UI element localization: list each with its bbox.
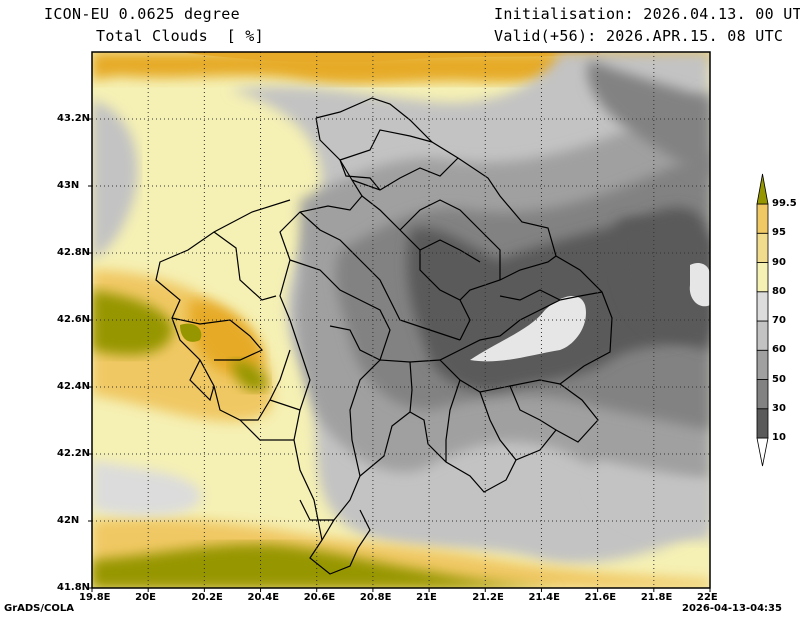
lon-tick-label: 21.4E (528, 592, 560, 603)
lat-tick-label: 42N (57, 515, 80, 526)
colorbar-label: 80 (772, 285, 786, 297)
colorbar-label: 90 (772, 256, 786, 268)
valid-time: Valid(+56): 2026.APR.15. 08 UTC (494, 27, 784, 45)
lon-tick-label: 22E (697, 592, 718, 603)
colorbar-label: 99.5 (772, 198, 797, 209)
lat-tick-label: 42.8N (57, 247, 91, 258)
lon-tick-label: 19.8E (79, 592, 111, 603)
colorbar-low-arrow (756, 437, 769, 467)
init-time: Initialisation: 2026.04.13. 00 UTC (494, 5, 800, 23)
lon-tick-label: 20E (135, 592, 156, 603)
colorbar-swatch (756, 203, 769, 234)
colorbar-swatch (756, 379, 769, 410)
lon-tick-label: 20.4E (247, 592, 280, 603)
software-credit: GrADS/COLA (4, 603, 74, 614)
colorbar-high-arrow (756, 173, 769, 205)
colorbar-label: 50 (772, 373, 786, 385)
lat-tick-label: 41.8N (57, 582, 91, 593)
lon-tick-label: 21.2E (472, 592, 504, 603)
colorbar-label: 95 (772, 227, 786, 239)
lon-tick-label: 20.6E (303, 592, 336, 603)
lon-tick-label: 20.2E (191, 592, 223, 603)
lat-tick-label: 43.2N (57, 113, 91, 124)
colorbar-label: 70 (772, 315, 786, 326)
lat-tick-label: 43N (57, 180, 80, 191)
lon-tick-label: 21.8E (640, 592, 673, 603)
colorbar-swatch (756, 232, 769, 263)
render-timestamp: 2026-04-13-04:35 (682, 603, 782, 614)
variable-title: Total Clouds [ %] (96, 27, 264, 45)
lat-tick-label: 42.4N (57, 381, 91, 392)
colorbar (756, 173, 769, 467)
model-title: ICON-EU 0.0625 degree (44, 5, 240, 23)
lon-tick-label: 20.8E (359, 592, 392, 603)
lat-tick-label: 42.2N (57, 448, 91, 459)
colorbar-swatch (756, 408, 769, 439)
colorbar-label: 10 (772, 432, 786, 443)
lat-tick-label: 42.6N (57, 314, 91, 325)
gridlines (92, 52, 710, 588)
colorbar-swatch (756, 262, 769, 293)
colorbar-swatch (756, 291, 769, 322)
colorbar-swatch (756, 320, 769, 351)
tick-marks (88, 118, 711, 592)
boundary-lines (155, 97, 613, 575)
lon-tick-label: 21.6E (584, 592, 617, 603)
cloud-field (92, 52, 710, 588)
colorbar-label: 60 (772, 344, 786, 356)
lon-tick-label: 21E (416, 592, 437, 603)
colorbar-label: 30 (772, 402, 786, 414)
colorbar-swatch (756, 349, 769, 380)
